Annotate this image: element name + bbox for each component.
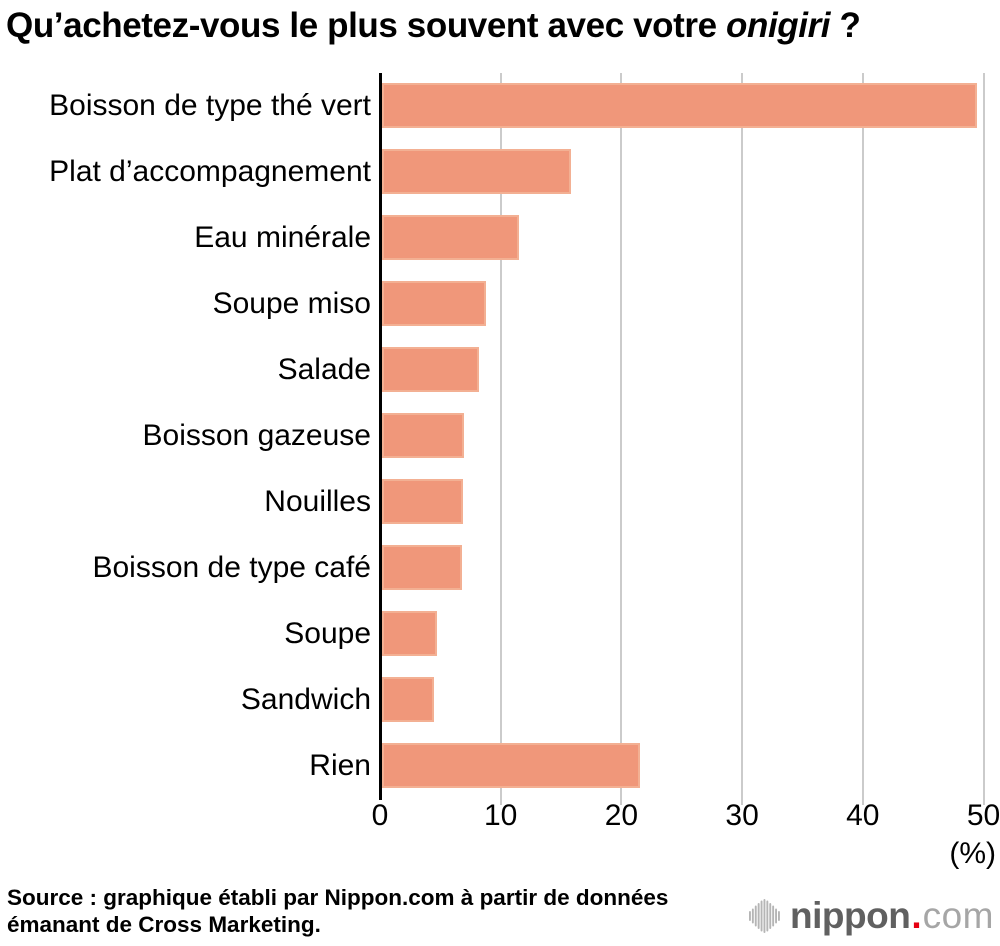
chart-title: Qu’achetez-vous le plus souvent avec vot…	[6, 6, 998, 46]
chart-title-italic-word: onigiri	[726, 6, 831, 45]
bar	[382, 545, 463, 590]
logo-red-dot: .	[911, 895, 922, 936]
source-line-1: Source : graphique établi par Nippon.com…	[7, 885, 669, 910]
logo-tld-text: com	[922, 895, 994, 936]
category-label: Nouilles	[264, 485, 371, 518]
bar	[382, 347, 479, 392]
nippon-logo: nippon. com	[749, 894, 994, 938]
category-label: Plat d’accompagnement	[49, 155, 371, 188]
category-label: Eau minérale	[194, 221, 371, 254]
category-label: Sandwich	[240, 683, 371, 716]
y-axis-line	[379, 73, 382, 800]
category-label: Salade	[277, 353, 371, 386]
chart-title-prefix: Qu’achetez-vous le plus souvent avec vot…	[6, 6, 726, 45]
bar	[382, 677, 435, 722]
waveform-bars-icon	[749, 899, 780, 933]
bar	[382, 413, 465, 458]
gridline	[620, 73, 623, 805]
bar	[382, 743, 640, 788]
logo-brand-text: nippon	[790, 895, 911, 936]
x-tick-label: 0	[371, 799, 389, 832]
bar	[382, 611, 437, 656]
bar	[382, 479, 464, 524]
x-axis-unit-label: (%)	[949, 837, 996, 870]
gridline	[741, 73, 744, 805]
bar	[382, 281, 487, 326]
chart-title-suffix: ?	[830, 6, 861, 45]
category-label: Soupe miso	[212, 287, 371, 320]
bar	[382, 83, 978, 128]
bar	[382, 149, 571, 194]
category-label: Boisson gazeuse	[142, 419, 372, 452]
gridline	[499, 73, 502, 805]
gridline	[861, 73, 864, 805]
x-axis-ticks: 0 10 20 30 40 50	[0, 799, 1000, 837]
plot-area: Boisson de type thé vert Plat d’accompagn…	[0, 73, 1000, 805]
category-label: Boisson de type thé vert	[49, 89, 371, 122]
bar	[382, 215, 519, 260]
category-label: Rien	[309, 749, 371, 782]
category-label: Soupe	[284, 617, 371, 650]
source-note: Source : graphique établi par Nippon.com…	[7, 884, 668, 938]
source-line-2: émanant de Cross Marketing.	[7, 912, 321, 937]
category-label: Boisson de type café	[92, 551, 371, 584]
gridline	[982, 73, 985, 805]
